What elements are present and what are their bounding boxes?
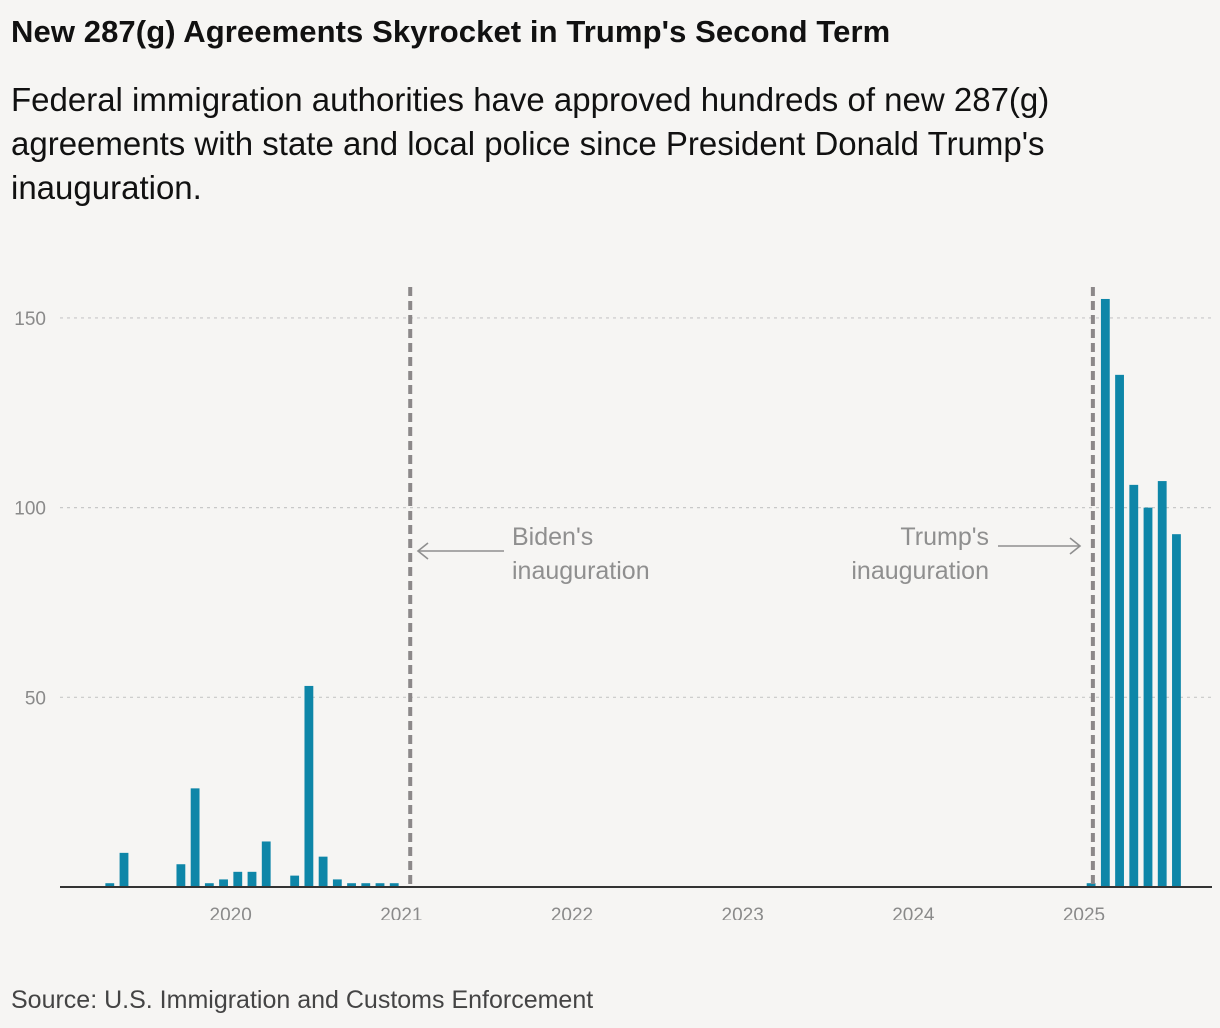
- source-note: Source: U.S. Immigration and Customs Enf…: [11, 986, 594, 1014]
- y-tick-label-50: 50: [25, 688, 46, 709]
- bar-2019-05: [119, 852, 129, 887]
- x-tick-label-2022: 2022: [551, 905, 593, 920]
- bar-2020-11: [375, 883, 385, 887]
- bar-2025-03: [1115, 374, 1124, 887]
- bar-2020-08: [332, 879, 342, 887]
- bar-2020-07: [318, 856, 328, 887]
- bars: [105, 298, 1181, 887]
- chart-title: New 287(g) Agreements Skyrocket in Trump…: [11, 14, 891, 49]
- biden-arrow-head: [416, 542, 429, 560]
- x-tick-label-2021: 2021: [380, 905, 422, 920]
- bar-2020-10: [361, 883, 371, 887]
- bar-2020-02: [247, 871, 257, 887]
- bar-chart: 50 100 150 2020 2021 2022 2023 2024 2025 Biden'…: [14, 287, 1212, 920]
- bar-2020-01: [233, 871, 243, 887]
- bar-2020-06: [304, 685, 314, 887]
- bar-2020-12: [389, 883, 399, 887]
- bar-2019-12: [219, 879, 228, 887]
- chart-subtitle: Federal immigration authorities have app…: [11, 81, 1050, 206]
- bar-2025-01: [1086, 883, 1096, 887]
- trump-arrow-head: [1069, 537, 1082, 555]
- x-tick-label-2024: 2024: [892, 905, 935, 920]
- bar-2019-11: [204, 883, 214, 887]
- x-tick-label-2023: 2023: [722, 905, 764, 920]
- bar-2019-09: [176, 864, 186, 887]
- bar-2025-06: [1157, 481, 1167, 887]
- x-tick-label-2020: 2020: [210, 905, 252, 920]
- y-tick-label-100: 100: [14, 499, 46, 520]
- trump-annotation-line2: inauguration: [851, 557, 989, 585]
- bar-2020-05: [290, 875, 300, 887]
- bar-2025-07: [1172, 534, 1181, 887]
- grid-lines: [60, 317, 1212, 698]
- biden-annotation: Biden's inauguration: [416, 523, 650, 585]
- bar-2025-02: [1100, 298, 1110, 887]
- x-tick-label-2025: 2025: [1063, 905, 1105, 920]
- trump-annotation-line1: Trump's: [900, 523, 989, 551]
- inauguration-markers: [408, 287, 1095, 887]
- trump-annotation: Trump's inauguration: [851, 523, 1082, 585]
- bar-2020-09: [347, 883, 356, 887]
- biden-annotation-line1: Biden's: [512, 523, 593, 551]
- y-tick-label-150: 150: [14, 309, 46, 330]
- biden-annotation-line2: inauguration: [512, 557, 650, 585]
- bar-2019-04: [105, 883, 115, 887]
- bar-2025-05: [1143, 507, 1153, 887]
- y-axis-ticks: 50 100 150: [14, 309, 46, 709]
- bar-2025-04: [1129, 484, 1139, 887]
- bar-2019-10: [190, 788, 200, 887]
- x-axis-ticks: 2020 2021 2022 2023 2024 2025: [210, 905, 1106, 920]
- bar-2020-03: [261, 841, 271, 887]
